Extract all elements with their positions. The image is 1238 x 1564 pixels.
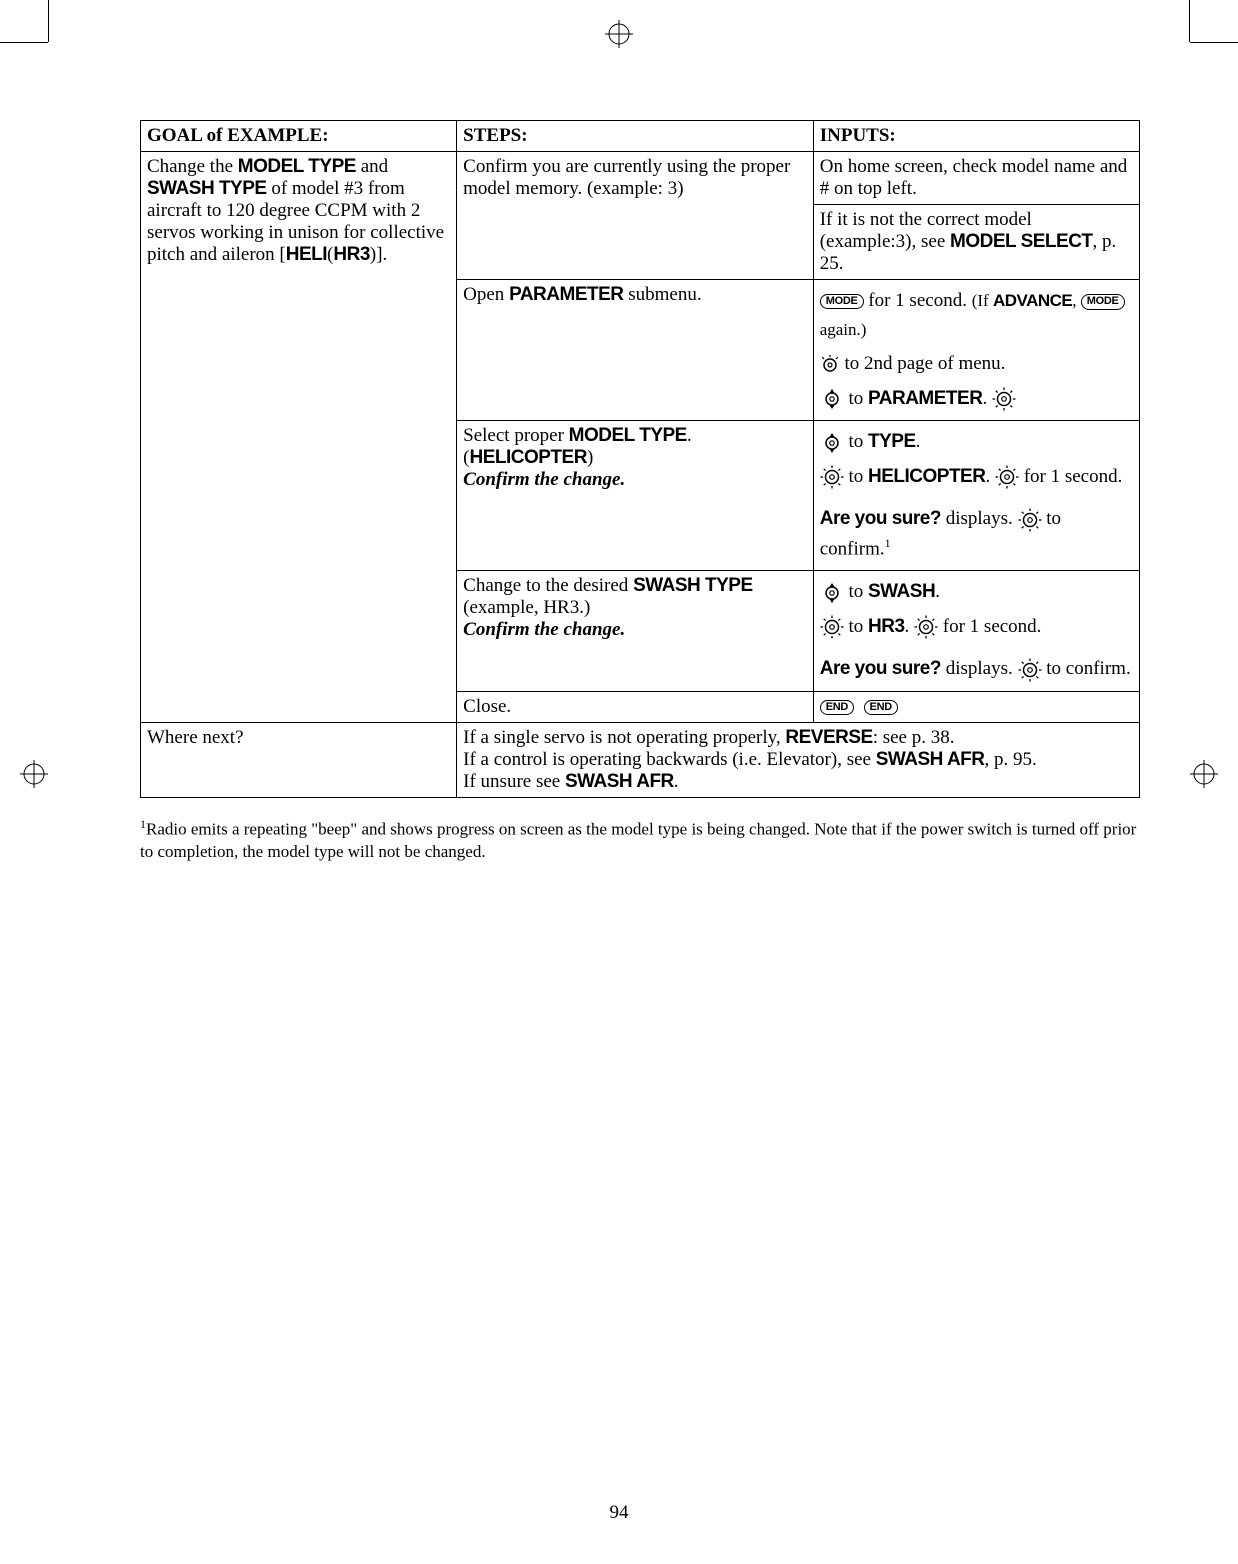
dial-turn-icon <box>992 387 1016 411</box>
dial-turn-icon <box>820 615 844 639</box>
input-are-you-sure-1: Are you sure? displays. to confirm.1 <box>813 498 1139 571</box>
dial-scroll-icon <box>820 431 844 455</box>
header-inputs: INPUTS: <box>813 121 1139 152</box>
dial-scroll-icon <box>820 581 844 605</box>
mode-button-icon: MODE <box>820 294 864 310</box>
where-next-content: If a single servo is not operating prope… <box>457 722 1140 797</box>
input-to-swash: to SWASH. to HR3. for 1 second. <box>813 571 1139 649</box>
end-button-icon: END <box>864 700 898 716</box>
step-open-parameter: Open PARAMETER submenu. <box>457 280 814 421</box>
dial-turn-icon <box>820 465 844 489</box>
step-confirm-model: Confirm you are currently using the prop… <box>457 152 814 280</box>
dial-turn-icon <box>914 615 938 639</box>
footnote: 1Radio emits a repeating "beep" and show… <box>140 816 1140 865</box>
example-table: GOAL of EXAMPLE: STEPS: INPUTS: Change t… <box>140 120 1140 798</box>
where-next-label: Where next? <box>141 722 457 797</box>
input-to-type: to TYPE. to HELICOPTER. for 1 second. <box>813 421 1139 499</box>
page-number: 94 <box>610 1502 629 1524</box>
input-if-not-correct: If it is not the correct model (example:… <box>813 205 1139 280</box>
dial-turn-icon <box>995 465 1019 489</box>
input-are-you-sure-2: Are you sure? displays. to confirm. <box>813 648 1139 691</box>
input-home-screen: On home screen, check model name and # o… <box>813 152 1139 205</box>
header-steps: STEPS: <box>457 121 814 152</box>
step-select-model-type: Select proper MODEL TYPE. (HELICOPTER) C… <box>457 421 814 571</box>
input-open-parameter: MODE for 1 second. (If ADVANCE, MODE aga… <box>813 280 1139 421</box>
mode-button-icon: MODE <box>1081 294 1125 310</box>
dial-turn-icon <box>1018 658 1042 682</box>
goal-cell: Change the MODEL TYPE and SWASH TYPE of … <box>141 152 457 723</box>
dial-turn-icon <box>1018 508 1042 532</box>
end-button-icon: END <box>820 700 854 716</box>
step-change-swash: Change to the desired SWASH TYPE (exampl… <box>457 571 814 692</box>
step-close: Close. <box>457 691 814 722</box>
input-close: END END <box>813 691 1139 722</box>
dial-scroll-icon <box>820 387 844 411</box>
header-goal: GOAL of EXAMPLE: <box>141 121 457 152</box>
dial-push-icon <box>820 355 840 375</box>
